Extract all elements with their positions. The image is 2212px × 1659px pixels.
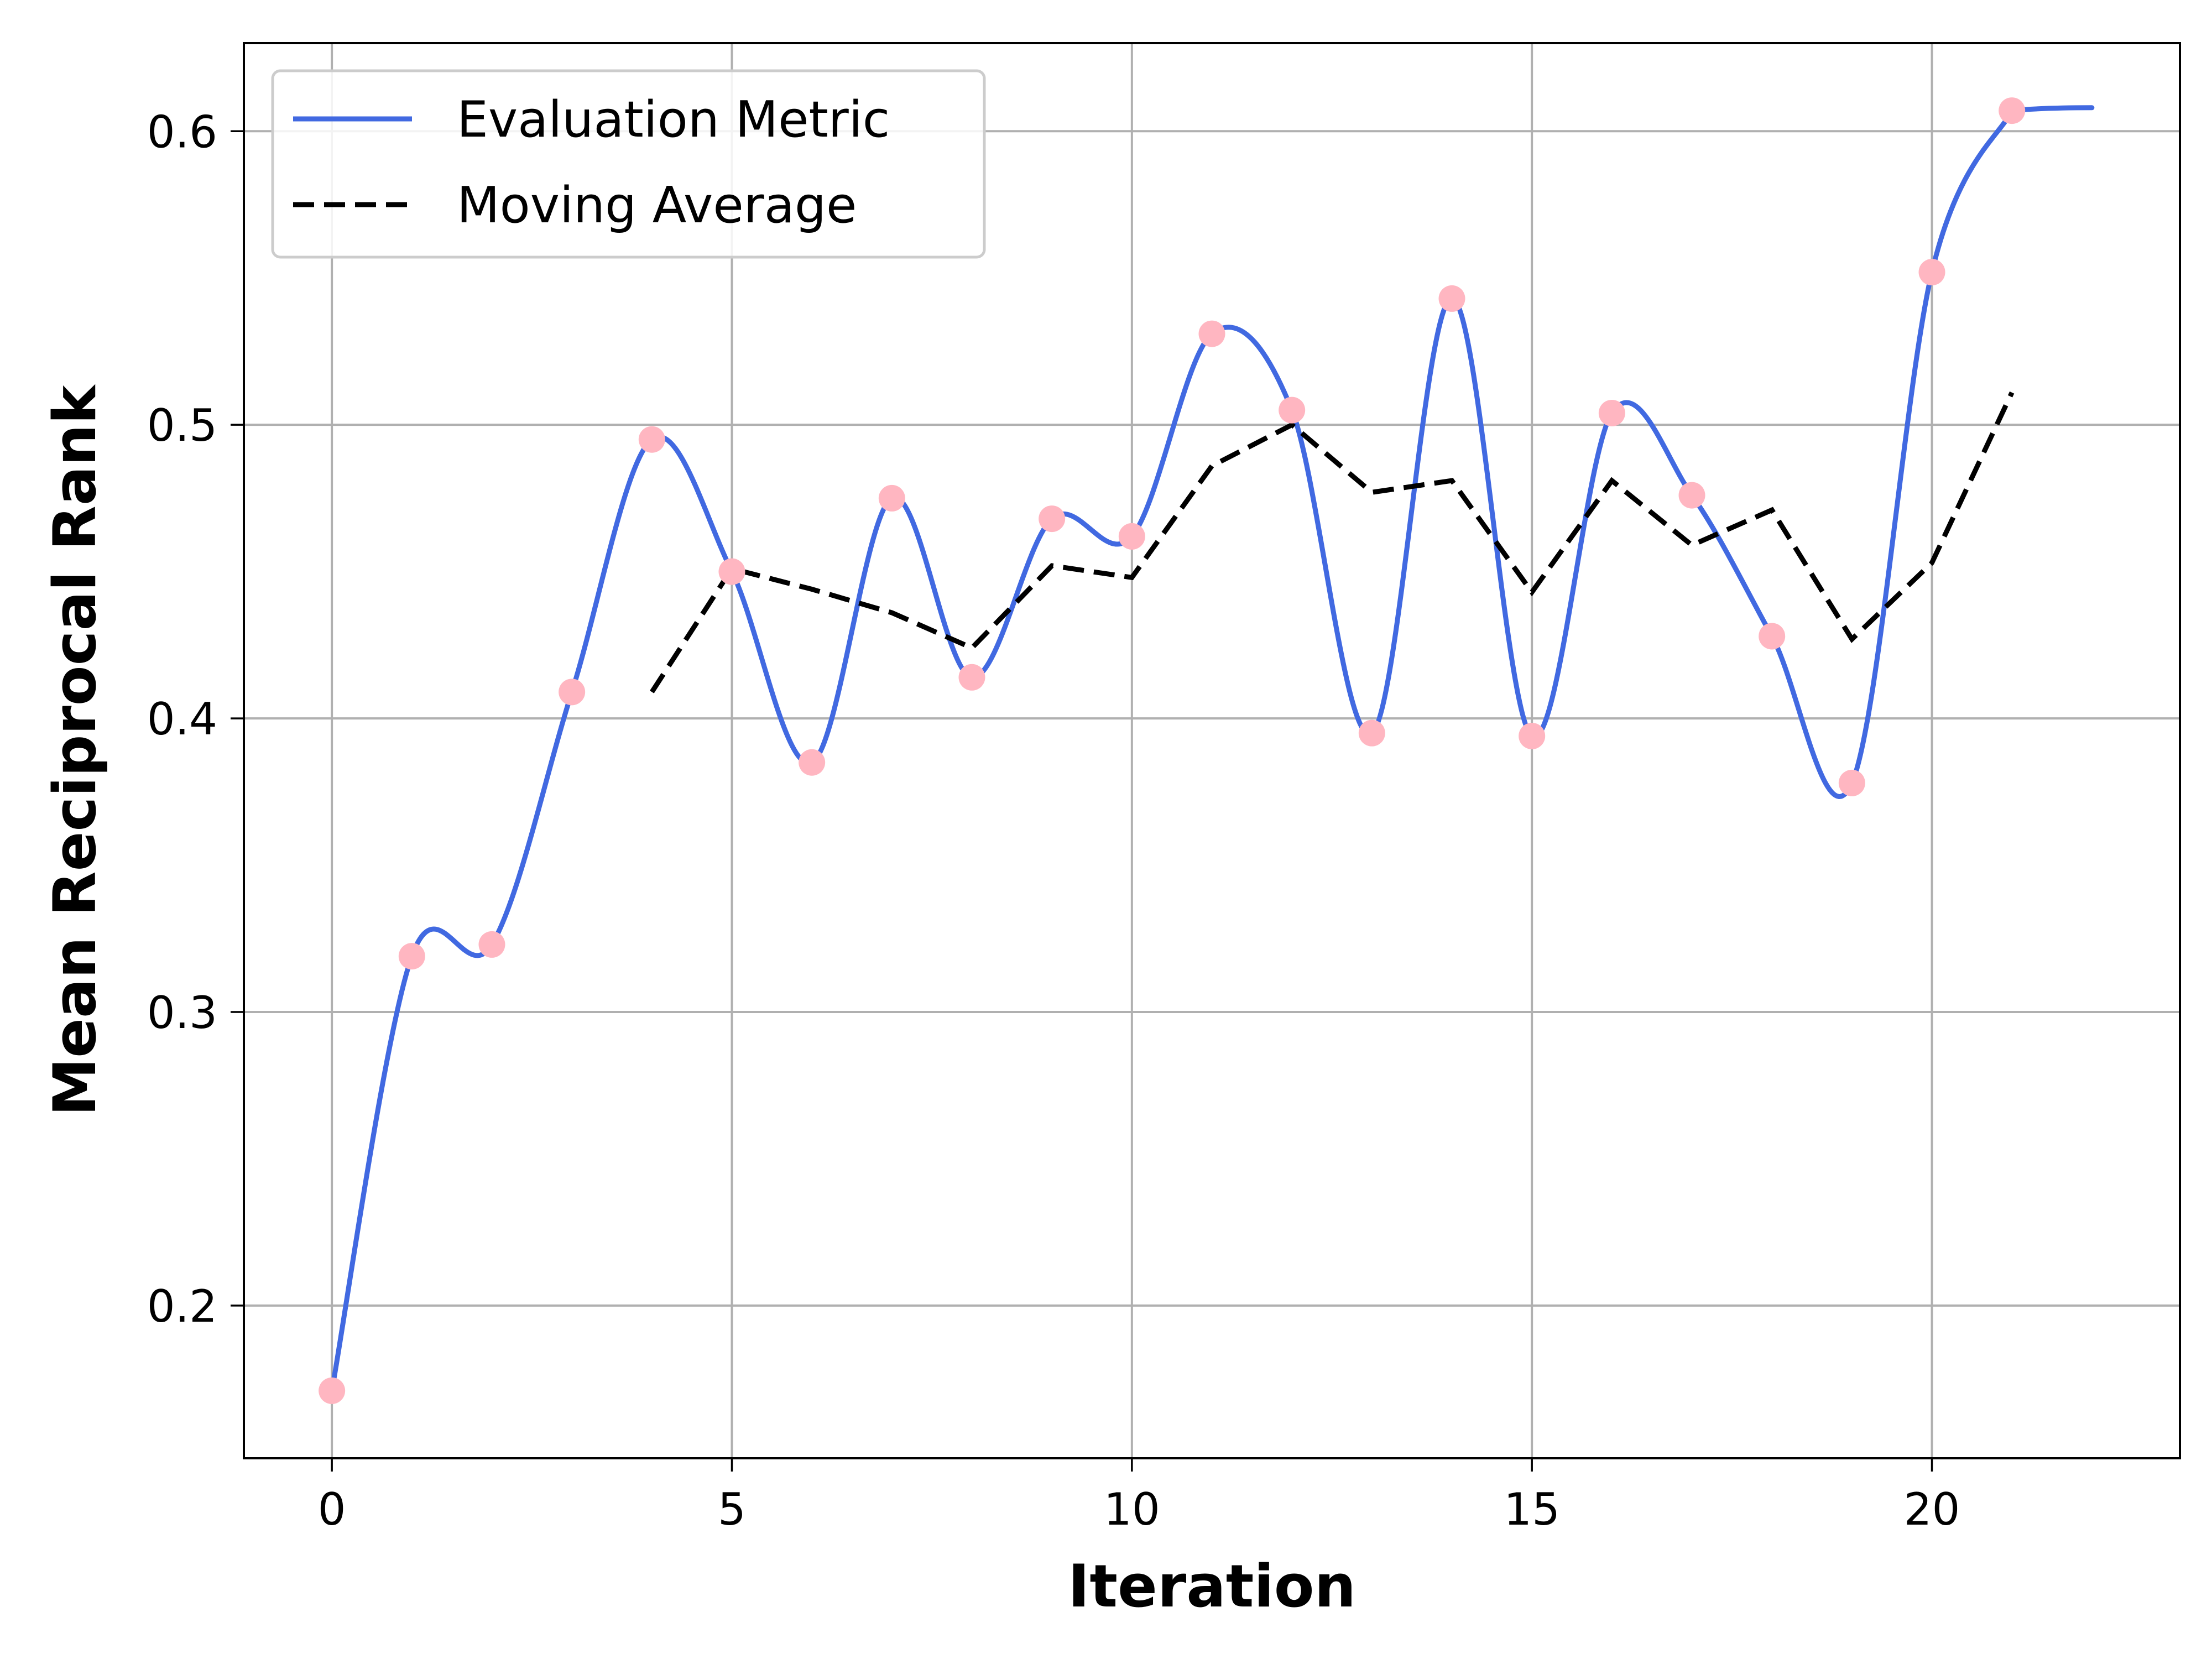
legend-box xyxy=(271,69,986,259)
x-tick-label: 15 xyxy=(1504,1484,1560,1535)
evaluation-metric-point xyxy=(398,943,425,970)
evaluation-metric-markers xyxy=(319,97,2026,1404)
y-tick-label: 0.4 xyxy=(147,693,217,745)
x-axis-title: Iteration xyxy=(1068,1552,1356,1620)
evaluation-metric-point xyxy=(1438,285,1465,312)
axis-ticks: 0 5 10 15 20 0.2 0.3 0.4 0.5 0.6 xyxy=(147,106,1960,1535)
y-tick-label: 0.6 xyxy=(147,106,217,158)
evaluation-metric-point xyxy=(1039,505,1066,533)
grid xyxy=(244,43,2180,1458)
moving-average-line xyxy=(650,391,2015,693)
evaluation-metric-point xyxy=(1999,97,2026,124)
x-tick-label: 5 xyxy=(718,1484,746,1535)
y-tick-label: 0.2 xyxy=(147,1281,217,1332)
evaluation-metric-point xyxy=(958,664,985,691)
evaluation-metric-point xyxy=(1358,719,1385,747)
x-tick-label: 20 xyxy=(1904,1484,1960,1535)
evaluation-metric-point xyxy=(1918,259,1945,286)
series-layer xyxy=(319,97,2095,1404)
evaluation-metric-point xyxy=(1759,623,1786,650)
x-tick-label: 10 xyxy=(1104,1484,1160,1535)
evaluation-metric-point xyxy=(878,484,905,512)
evaluation-metric-point xyxy=(559,679,586,706)
legend-label-moving-average: Moving Average xyxy=(457,176,857,234)
y-axis-title: Mean Reciprocal Rank xyxy=(41,384,109,1116)
evaluation-metric-point xyxy=(1838,769,1865,796)
x-tick-label: 0 xyxy=(318,1484,346,1535)
evaluation-metric-point xyxy=(638,426,665,453)
legend: Evaluation Metric Moving Average xyxy=(271,69,986,259)
evaluation-metric-point xyxy=(1198,320,1225,347)
evaluation-metric-point xyxy=(718,558,745,585)
evaluation-metric-point xyxy=(1598,399,1625,426)
evaluation-metric-point xyxy=(799,749,826,776)
evaluation-metric-point xyxy=(1678,482,1705,509)
evaluation-metric-line xyxy=(329,105,2095,1394)
evaluation-metric-point xyxy=(478,931,505,958)
legend-label-evaluation-metric: Evaluation Metric xyxy=(457,91,890,149)
evaluation-metric-point xyxy=(1519,722,1546,749)
y-tick-label: 0.5 xyxy=(147,400,217,451)
evaluation-metric-point xyxy=(319,1377,346,1404)
y-tick-label: 0.3 xyxy=(147,987,217,1039)
plot-area-frame xyxy=(243,42,2181,1459)
evaluation-metric-point xyxy=(1279,397,1306,424)
evaluation-metric-point xyxy=(1118,523,1145,550)
